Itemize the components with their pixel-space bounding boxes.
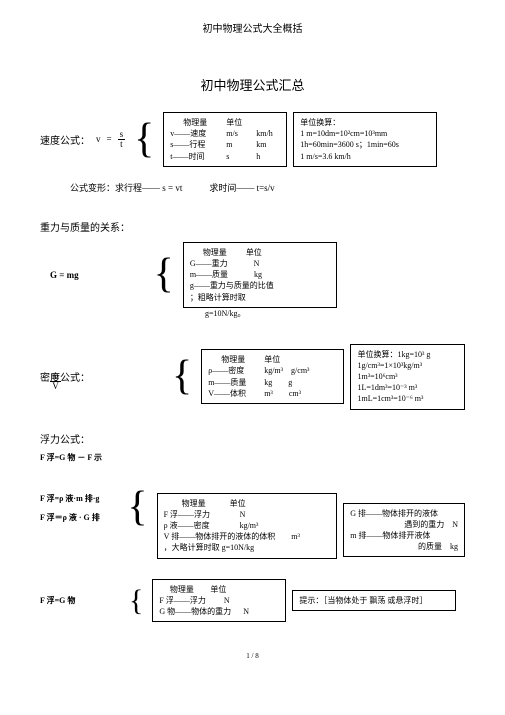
brace-icon: { xyxy=(154,260,174,289)
h1: 物理量 xyxy=(170,117,220,128)
b2l4: 1 m/s=3.6 km/h xyxy=(300,151,430,162)
page-header: 初中物理公式大全概括 xyxy=(40,20,465,35)
bb4: ，大略计算时取 g=10N/kg xyxy=(164,542,331,553)
brace-icon: { xyxy=(172,362,192,391)
frac-V: V xyxy=(50,382,61,391)
gr1: G——重力 xyxy=(190,258,228,269)
velocity-v: v xyxy=(96,134,101,144)
gr5: g=10N/kg。 xyxy=(205,308,465,319)
velocity-section: 速度公式： v = s t { 物理量单位 v——速度 m/s km/h s——行程… xyxy=(40,112,465,194)
buoyancy-f1: F 浮=G 物 － F 示 xyxy=(40,452,465,463)
dr3u: m³ cm³ xyxy=(264,388,301,399)
b2l3: 1h=60min=3600 s；1min=60s xyxy=(300,139,430,150)
gravity-section: 重力与质量的关系： G = mg { 物理量单位 G——重力 N m——质量 kg … xyxy=(40,219,465,319)
velocity-box1: 物理量单位 v——速度 m/s km/h s——行程 mkm t——时间 sh xyxy=(163,112,287,167)
bf2a: F 浮=ρ 液·m 排·g xyxy=(40,493,118,504)
r3a: t——时间 xyxy=(170,151,220,162)
b2l3: m 排——物体排开液体 xyxy=(350,530,458,541)
gh1: 物理量 xyxy=(190,247,240,258)
gr2u: kg xyxy=(254,269,262,280)
density-box1: 物理量单位 ρ——密度 kg/m³ g/cm³ m——质量 kg g V——体积 m³… xyxy=(201,349,344,404)
density-frac: m V xyxy=(50,372,61,391)
velocity-transform: 公式变形：求行程—— s = vt 求时间—— t=s/v xyxy=(70,181,465,194)
buoyancy-box3: 物理量单位 F 浮——浮力N G 物——物体的重力N xyxy=(152,579,286,623)
brace-icon: { xyxy=(129,590,143,611)
d2l3: 1m³=10⁶cm³ xyxy=(357,371,458,382)
r2a: s——行程 xyxy=(170,139,220,150)
dh2: 单位 xyxy=(264,354,280,365)
buoyancy-label: 浮力公式： xyxy=(40,431,465,446)
velocity-box2: 单位换算： 1 m=10dm=10²cm=10³mm 1h=60min=3600… xyxy=(293,112,437,167)
r2b: m xyxy=(226,139,250,150)
r1b: m/s xyxy=(226,128,250,139)
gr1u: N xyxy=(254,258,260,269)
b2l1: 单位换算： xyxy=(300,117,430,128)
dr3: V——体积 xyxy=(208,388,258,399)
density-section: 密度公式： { 物理量单位 ρ——密度 kg/m³ g/cm³ m——质量 kg g… xyxy=(40,344,465,391)
density-box2: 单位换算：1kg=10³ g 1g/cm³=1×10³kg/m³ 1m³=10⁶… xyxy=(350,344,465,410)
b2l1: G 排——物体排开的液体 xyxy=(350,508,458,519)
dr1: ρ——密度 xyxy=(208,365,258,376)
brace-icon: { xyxy=(127,493,147,522)
b3h2: 单位 xyxy=(210,584,226,595)
dh1: 物理量 xyxy=(208,354,258,365)
density-label: 密度公式： xyxy=(40,369,90,384)
bh1: 物理量 xyxy=(164,498,224,509)
dr2: m——质量 xyxy=(208,377,258,388)
hint-box: 提示：［当物体处于 飘荡 或悬浮时］ xyxy=(292,590,456,611)
b3l2: G 物——物体的重力 xyxy=(159,606,231,617)
r1a: v——速度 xyxy=(170,128,220,139)
buoyancy-box1: 物理量单位 F 浮——浮力 N ρ 液——密度 kg/m³ V 排——物体排开的液体… xyxy=(157,493,338,559)
buoyancy-section: 浮力公式： F 浮=G 物 － F 示 F 浮=ρ 液·m 排·g F 浮＝ρ … xyxy=(40,431,465,623)
d2l2: 1g/cm³=1×10³kg/m³ xyxy=(357,360,458,371)
frac-t: t xyxy=(118,140,125,149)
dr1u: kg/m³ g/cm³ xyxy=(264,365,309,376)
bb3: V 排——物体排开的液体的体积 xyxy=(164,531,276,542)
b3l1u: N xyxy=(224,595,230,606)
velocity-frac: s t xyxy=(118,130,126,149)
gr2: m——质量 xyxy=(190,269,228,280)
gravity-formula: G = mg xyxy=(50,270,79,280)
velocity-eq: = xyxy=(107,134,112,144)
d2l4: 1L=1dm³=10⁻³ m³ xyxy=(357,382,458,393)
b3h1: 物理量 xyxy=(159,584,204,595)
page-title: 初中物理公式汇总 xyxy=(40,75,465,94)
b2l4: 的质量 kg xyxy=(350,541,458,552)
brace-icon: { xyxy=(134,125,154,154)
bb2: ρ 液——密度 xyxy=(164,520,234,531)
d2l5: 1mL=1cm³=10⁻⁶ m³ xyxy=(357,393,458,404)
h2: 单位 xyxy=(226,117,242,128)
buoyancy-box2: G 排——物体排开的液体 遇到的重力 N m 排——物体排开液体 的质量 kg xyxy=(343,503,465,558)
b3l1: F 浮——浮力 xyxy=(159,595,205,606)
page-footer: 1 / 8 xyxy=(40,652,465,660)
gravity-label: 重力与质量的关系： xyxy=(40,219,465,234)
r1c: km/h xyxy=(256,128,272,139)
velocity-label: 速度公式： xyxy=(40,132,90,147)
r3c: h xyxy=(256,151,260,162)
gr4: ；粗略计算时取 xyxy=(190,292,330,303)
bb3u: m³ xyxy=(291,531,300,542)
gh2: 单位 xyxy=(246,247,262,258)
bb1u: N xyxy=(240,509,246,520)
bb1: F 浮——浮力 xyxy=(164,509,234,520)
b2l2: 遇到的重力 N xyxy=(350,519,458,530)
gravity-box: 物理量单位 G——重力 N m——质量 kg g——重力与质量的比值 ；粗略计算时取 xyxy=(183,242,337,308)
bf2b: F 浮＝ρ 液 · G 排 xyxy=(40,512,118,523)
b3l2u: N xyxy=(243,606,249,617)
buoyancy-f3: F 浮=G 物 xyxy=(40,595,120,606)
d2l1: 单位换算：1kg=10³ g xyxy=(357,349,458,360)
hint-text: 提示：［当物体处于 飘荡 或悬浮时］ xyxy=(299,596,427,605)
dr2u: kg g xyxy=(264,377,292,388)
r3b: s xyxy=(226,151,250,162)
r2c: km xyxy=(256,139,266,150)
bh2: 单位 xyxy=(230,498,246,509)
bb2u: kg/m³ xyxy=(240,520,259,531)
b2l2: 1 m=10dm=10²cm=10³mm xyxy=(300,128,430,139)
gr3: g——重力与质量的比值 xyxy=(190,280,330,291)
